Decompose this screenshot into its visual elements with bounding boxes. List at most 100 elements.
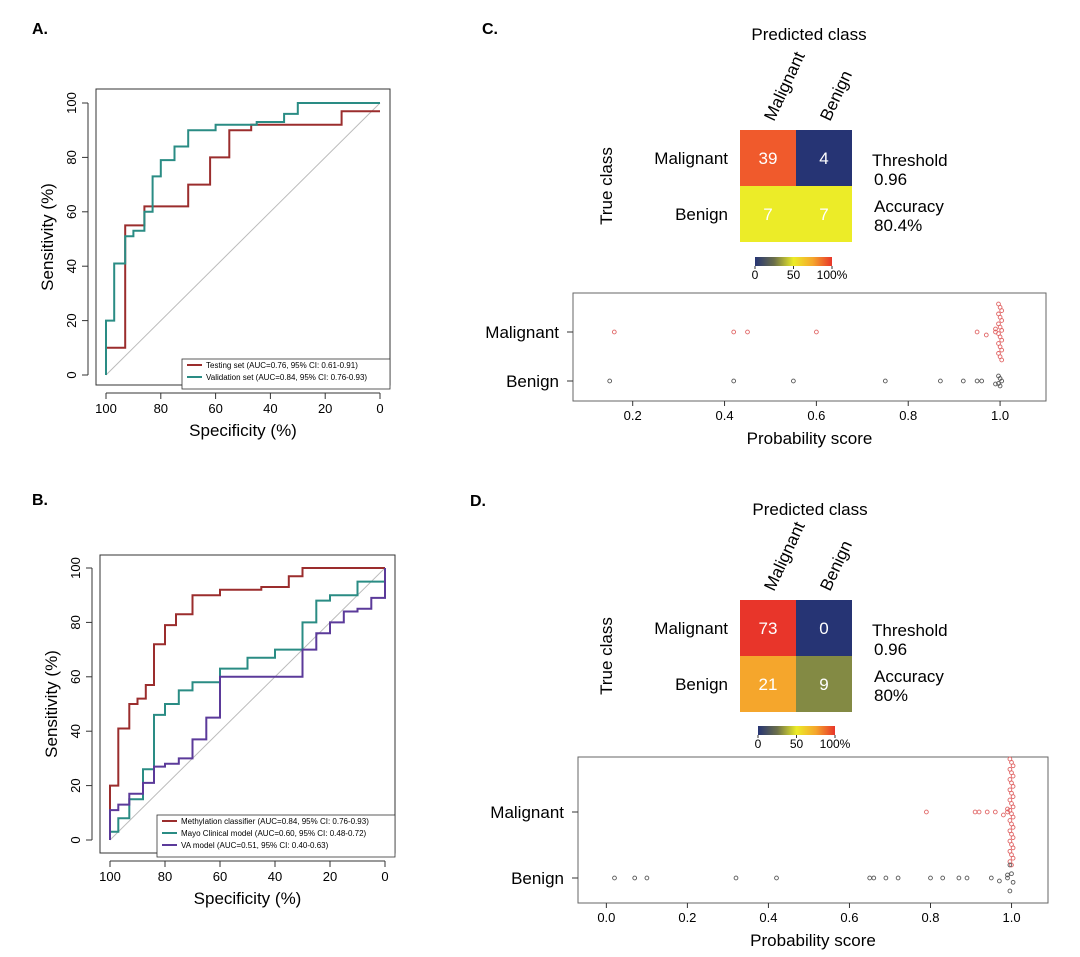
data-point-malignant: [1010, 825, 1016, 830]
threshold-label: Threshold: [872, 151, 948, 170]
column-label-benign: Benign: [816, 68, 856, 124]
data-point-malignant: [993, 326, 998, 332]
strip-frame: [577, 756, 1049, 904]
data-point-benign: [940, 875, 946, 881]
panel-letter-B: B.: [32, 492, 48, 509]
data-point-benign: [997, 878, 1002, 884]
strip-frame: [572, 292, 1047, 402]
colorbar-tick-label: 100%: [820, 737, 851, 751]
data-point-benign: [871, 875, 877, 881]
data-point-benign: [1005, 872, 1010, 878]
true-class-label: True class: [597, 147, 616, 225]
legend: Methylation classifier (AUC=0.84, 95% CI…: [156, 814, 396, 858]
row-label-malignant: Malignant: [654, 149, 728, 168]
data-point-malignant: [999, 308, 1005, 313]
x-tick-label: 40: [263, 401, 277, 416]
row-label-benign: Benign: [675, 205, 728, 224]
threshold-value: 0.96: [874, 640, 907, 659]
matrix-cell: [796, 186, 852, 242]
data-point-benign: [895, 875, 901, 881]
x-tick-label: 1.0: [1002, 910, 1020, 925]
legend-entry: VA model (AUC=0.51, 95% CI: 0.40-0.63): [181, 841, 329, 850]
data-point-malignant: [924, 809, 929, 815]
x-tick-label: 40: [268, 869, 282, 884]
threshold-label: Threshold: [872, 621, 948, 640]
data-point-malignant: [1005, 806, 1010, 812]
accuracy-value: 80%: [874, 686, 908, 705]
legend-entry: Methylation classifier (AUC=0.84, 95% CI…: [181, 817, 369, 826]
data-point-benign: [928, 875, 933, 881]
data-point-malignant: [1010, 794, 1016, 799]
roc-curve-series-2: [105, 102, 380, 375]
x-tick-label: 80: [158, 869, 172, 884]
x-axis-title: Probability score: [750, 931, 876, 950]
data-point-benign: [791, 378, 796, 384]
matrix-cell: [796, 656, 852, 712]
matrix-cell-value: 4: [819, 149, 828, 168]
column-label-malignant: Malignant: [760, 519, 808, 594]
accuracy-value: 80.4%: [874, 216, 922, 235]
colorbar-tick-label: 50: [787, 268, 801, 282]
data-point-benign: [882, 378, 888, 384]
x-tick-label: 1.0: [991, 408, 1009, 423]
y-tick-label: 80: [68, 615, 83, 629]
data-point-benign: [988, 875, 994, 881]
data-point-malignant: [611, 329, 617, 335]
matrix-cell: [740, 186, 796, 242]
matrix-cell-value: 9: [819, 675, 828, 694]
x-tick-label: 0.4: [716, 408, 734, 423]
colorbar: [755, 257, 832, 266]
data-point-malignant: [1009, 862, 1014, 868]
matrix-cell-value: 0: [819, 619, 828, 638]
matrix-title: Predicted class: [751, 25, 866, 44]
y-tick-label: 0: [68, 836, 83, 843]
legend-box: [181, 358, 391, 390]
data-point-benign: [1010, 879, 1016, 885]
roc-curve-series-1: [105, 110, 380, 375]
colorbar: [758, 726, 835, 735]
matrix-cell: [796, 600, 852, 656]
x-tick-label: 20: [323, 869, 337, 884]
data-point-malignant: [972, 809, 978, 815]
confusion-matrix-C: Predicted class Malignant Benign True class…: [597, 25, 948, 282]
category-label-malignant: Malignant: [490, 803, 564, 822]
data-point-malignant: [1010, 784, 1016, 789]
x-tick-label: 0.4: [759, 910, 777, 925]
x-tick-label: 0: [376, 401, 383, 416]
x-tick-label: 20: [318, 401, 332, 416]
reference-diagonal: [105, 102, 381, 376]
data-point-benign: [1005, 875, 1010, 881]
column-label-benign: Benign: [816, 538, 856, 594]
panel-letter-A: A.: [32, 21, 48, 38]
row-label-benign: Benign: [675, 675, 728, 694]
data-point-benign: [607, 378, 613, 384]
x-tick-label: 100: [95, 401, 117, 416]
y-tick-label: 60: [64, 205, 79, 219]
y-tick-label: 20: [68, 778, 83, 792]
y-tick-label: 40: [64, 259, 79, 273]
legend-entry: Testing set (AUC=0.76, 95% CI: 0.61-0.91…: [206, 361, 358, 370]
data-point-malignant: [983, 332, 989, 338]
legend-box: [156, 814, 396, 858]
row-label-malignant: Malignant: [654, 619, 728, 638]
data-point-benign: [993, 381, 998, 387]
threshold-value: 0.96: [874, 170, 907, 189]
matrix-cell: [740, 656, 796, 712]
x-tick-label: 0.8: [899, 408, 917, 423]
matrix-cell: [740, 600, 796, 656]
x-tick-label: 60: [208, 401, 222, 416]
data-point-benign: [632, 875, 638, 881]
roc-chart-A: 0 20 40 60 80 100 100 80 60 40 20 0 Specificity (%) S…: [38, 88, 391, 440]
data-point-malignant: [731, 329, 737, 335]
y-axis-title: Sensitivity (%): [38, 183, 57, 291]
data-point-benign: [956, 875, 962, 881]
data-point-benign: [979, 378, 985, 384]
matrix-cell-value: 73: [759, 619, 778, 638]
data-point-benign: [1007, 888, 1013, 894]
x-tick-label: 0.2: [624, 408, 642, 423]
data-point-malignant: [745, 329, 750, 335]
data-point-malignant: [999, 328, 1005, 333]
matrix-cell: [796, 130, 852, 186]
data-point-malignant: [1010, 835, 1016, 840]
x-tick-label: 0.0: [597, 910, 615, 925]
